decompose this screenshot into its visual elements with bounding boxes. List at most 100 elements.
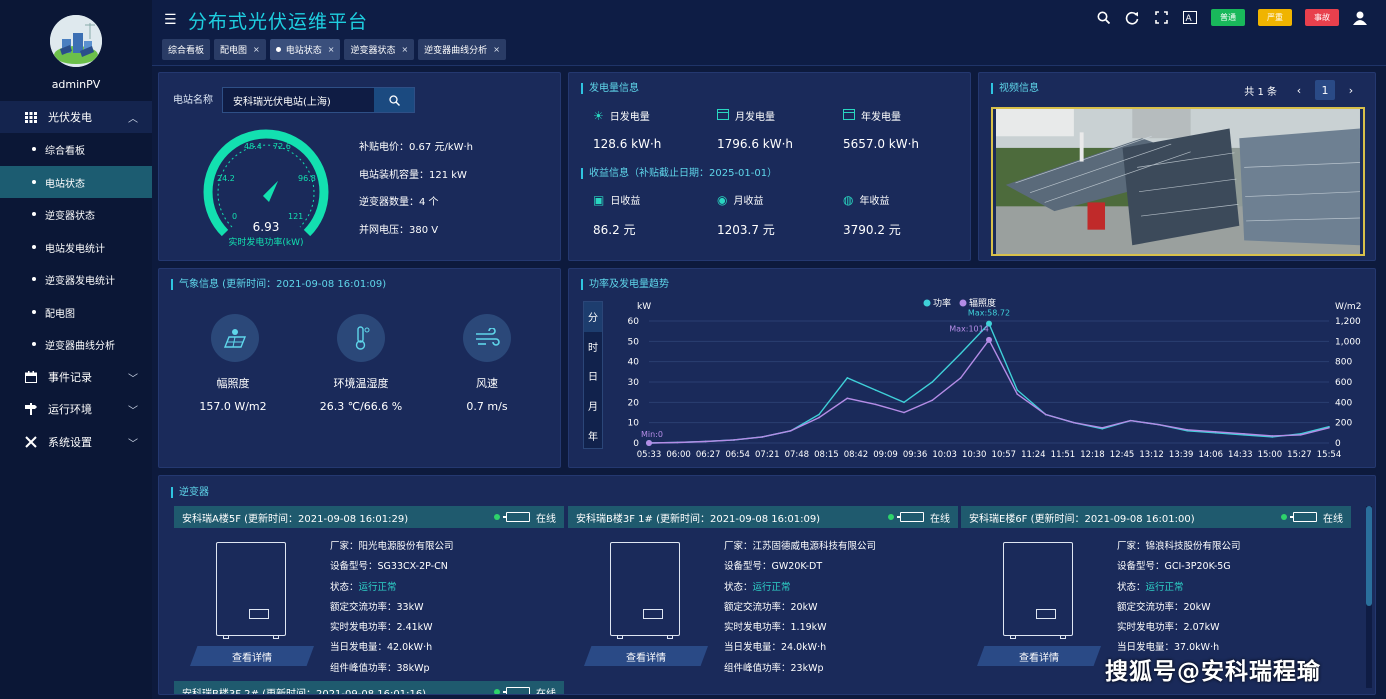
data-point (1328, 426, 1330, 429)
data-point (789, 430, 792, 432)
video-feed[interactable] (991, 107, 1365, 256)
sidebar-group-environment[interactable]: 运行环境 ﹀ (0, 393, 152, 425)
close-icon[interactable]: × (327, 45, 335, 54)
info-grid-voltage: 并网电压：380 V (359, 224, 439, 236)
period-month[interactable]: 月 (588, 402, 598, 414)
gauge-value: 6.93 (253, 220, 280, 234)
sidebar-group-pv[interactable]: 光伏发电 ︿ (0, 101, 152, 133)
max-marker (986, 336, 992, 343)
gauge-tick: 72.6 (273, 142, 291, 151)
data-point (1186, 428, 1189, 431)
fullscreen-icon[interactable] (1153, 10, 1169, 26)
alarm-normal-badge[interactable]: 普通 (1211, 9, 1245, 26)
tab-label: 逆变器状态 (350, 46, 396, 56)
alarm-accident-badge[interactable]: 事故 (1305, 9, 1339, 26)
inverter-scrollbar[interactable] (1366, 506, 1372, 688)
sidebar-item-station-stats[interactable]: 电站发电统计 (0, 231, 152, 263)
inverter-card-3: 安科瑞E楼6F (更新时间：2021-09-08 16:01:00) 在线 厂家：… (961, 506, 1351, 671)
next-page-icon[interactable]: › (1348, 83, 1354, 97)
font-size-icon[interactable]: A (1182, 10, 1198, 26)
inverter-panel: 逆变器 安科瑞A楼5F (更新时间：2021-09-08 16:01:29) 在线… (158, 475, 1376, 695)
battery-icon (503, 512, 530, 522)
close-icon[interactable]: × (401, 45, 409, 54)
sidebar-item-inverter-status[interactable]: 逆变器状态 (0, 198, 152, 230)
page-number[interactable]: 1 (1315, 80, 1335, 100)
info-subsidy: 补贴电价：0.67 元/kW·h (359, 142, 474, 153)
max-annotation: Max:58.72 (968, 309, 1010, 318)
tab-inverter-curve[interactable]: 逆变器曲线分析 × (418, 39, 506, 60)
sidebar-group-label: 事件记录 (48, 371, 92, 384)
sidebar-item-inverter-stats[interactable]: 逆变器发电统计 (0, 263, 152, 295)
x-tick-label: 14:33 (1228, 450, 1253, 460)
data-point (1243, 433, 1245, 435)
view-details-button[interactable]: 查看详情 (190, 646, 314, 666)
data-point (1016, 393, 1019, 395)
inverter-card-4-header: 安科瑞B楼3F 2# (更新时间：2021-09-08 16:01:16) 在线 (174, 681, 564, 694)
prev-page-icon[interactable]: ‹ (1296, 83, 1302, 97)
view-details-button[interactable]: 查看详情 (584, 646, 708, 666)
sidebar-item-dashboard[interactable]: 综合看板 (0, 133, 152, 165)
sidebar-group-label: 光伏发电 (48, 111, 92, 124)
sidebar-item-distribution[interactable]: 配电图 (0, 296, 152, 328)
gauge-tick: 121 (288, 212, 303, 221)
sidebar-item-inverter-curve[interactable]: 逆变器曲线分析 (0, 328, 152, 360)
x-tick-label: 08:42 (844, 450, 869, 460)
data-point (676, 441, 679, 444)
period-day[interactable]: 日 (588, 372, 598, 384)
station-select[interactable]: 安科瑞光伏电站(上海) (222, 87, 415, 113)
wind-icon (463, 314, 511, 362)
tab-label: 逆变器曲线分析 (424, 46, 488, 56)
yearly-income: ◍ 年收益 3790.2 元 (843, 192, 901, 238)
x-tick-label: 08:15 (814, 450, 839, 460)
money-bag-icon: ◉ (717, 192, 728, 207)
y-tick-label: 10 (628, 419, 640, 429)
tab-distribution[interactable]: 配电图 × (214, 39, 266, 60)
gauge-tick: 24.2 (217, 174, 235, 183)
inverter-card-title: 安科瑞A楼5F (更新时间：2021-09-08 16:01:29) (182, 513, 409, 525)
sidebar-item-station-status[interactable]: 电站状态 (0, 166, 152, 198)
max-annotation: Max:1014 (949, 325, 989, 334)
close-icon[interactable]: × (253, 45, 260, 54)
y-tick-label: 20 (628, 398, 640, 408)
close-icon[interactable]: × (493, 45, 500, 54)
x-tick-label: 06:27 (696, 450, 721, 460)
view-details-button[interactable]: 查看详情 (977, 646, 1101, 666)
station-name-input[interactable]: 安科瑞光伏电站(上海) (233, 96, 331, 108)
user-icon[interactable] (1352, 10, 1368, 26)
data-point (1271, 435, 1274, 437)
data-point (1158, 423, 1160, 426)
tab-station-status[interactable]: 电站状态 × (269, 39, 341, 60)
tab-inverter-status[interactable]: 逆变器状态 × (344, 39, 415, 60)
period-year[interactable]: 年 (588, 431, 598, 443)
monthly-income: ◉ 月收益 1203.7 元 (717, 192, 775, 238)
y2-tick-label: 0 (1335, 439, 1341, 449)
search-icon[interactable] (1095, 10, 1111, 26)
inverter-info: 厂家：江苏固德威电源科技有限公司 设备型号：GW20K-DT 状态：运行正常 额… (724, 541, 877, 674)
app-title: 分布式光伏运维平台 (188, 11, 369, 33)
sidebar-group-events[interactable]: 事件记录 ﹀ (0, 361, 152, 393)
sidebar-item-label: 逆变器发电统计 (45, 275, 115, 287)
tab-label: 电站状态 (285, 46, 322, 56)
sun-icon: ☀ (593, 108, 604, 123)
max-marker (986, 320, 992, 327)
x-tick-label: 14:06 (1198, 450, 1223, 460)
sidebar-group-label: 运行环境 (48, 403, 92, 416)
sidebar-item-label: 逆变器状态 (45, 210, 95, 222)
legend-marker (959, 299, 967, 307)
inverter-device-icon (1003, 542, 1073, 639)
tab-dashboard[interactable]: 综合看板 (162, 39, 211, 60)
online-dot-icon (494, 689, 500, 694)
search-button[interactable] (374, 88, 414, 112)
temp-humidity-label: 环境温湿度 (333, 377, 389, 390)
alarm-severe-badge[interactable]: 严重 (1258, 9, 1292, 26)
menu-toggle-icon[interactable]: ☰ (164, 12, 177, 28)
period-hour[interactable]: 时 (588, 342, 598, 354)
refresh-icon[interactable] (1124, 10, 1140, 26)
sidebar: adminPV 光伏发电 ︿ 综合看板 电站状态 逆变器状态 电站发电统计 逆变… (0, 0, 152, 699)
app-logo (50, 15, 102, 67)
tab-label: 配电图 (220, 46, 248, 56)
period-minute[interactable]: 分 (584, 302, 602, 332)
sidebar-group-settings[interactable]: 系统设置 ﹀ (0, 426, 152, 458)
inverter-device-icon (216, 542, 286, 639)
info-capacity: 电站装机容量：121 kW (359, 169, 467, 181)
